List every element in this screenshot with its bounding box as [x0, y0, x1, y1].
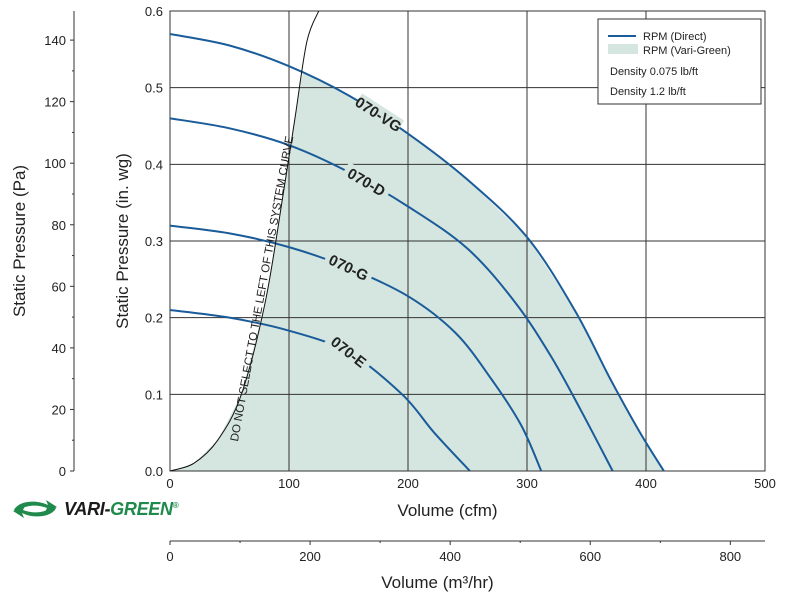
y-tick-label: 0.0 — [145, 464, 163, 479]
secondary-x-axis-title: Volume (m³/hr) — [381, 573, 493, 592]
system-curve — [170, 11, 320, 471]
secondary-y-tick-label: 80 — [52, 218, 66, 233]
legend-label-direct: RPM (Direct) — [643, 31, 707, 43]
registered-mark: ® — [172, 500, 179, 510]
x-tick-label: 400 — [635, 476, 657, 491]
curve-label-knockout — [352, 93, 405, 136]
secondary-y-tick-label: 0 — [59, 464, 66, 479]
legend-note: Density 1.2 lb/ft — [610, 86, 686, 98]
legend-swatch-vari-green — [608, 44, 638, 54]
x-tick-label: 0 — [166, 476, 173, 491]
y-tick-label: 0.6 — [145, 4, 163, 19]
curve-label-knockout — [323, 329, 374, 375]
secondary-x-tick-label: 800 — [719, 549, 741, 564]
curve-label-knockout — [340, 162, 393, 203]
logo-word-green: GREEN — [110, 498, 173, 519]
y-tick-label: 0.5 — [145, 81, 163, 96]
secondary-y-tick-label: 20 — [52, 402, 66, 417]
legend-box — [597, 18, 762, 105]
legend-label-vari-green: RPM (Vari-Green) — [643, 45, 731, 57]
secondary-y-axis-title: Static Pressure (Pa) — [10, 165, 29, 317]
fan-curve-070-d — [170, 117, 614, 471]
legend: RPM (Direct) RPM (Vari-Green) Density 0.07… — [597, 18, 762, 105]
fan-curve-070-g — [170, 224, 543, 471]
y-tick-label: 0.2 — [145, 311, 163, 326]
x-tick-label: 300 — [516, 476, 538, 491]
x-tick-label: 200 — [397, 476, 419, 491]
x-tick-label: 500 — [754, 476, 776, 491]
vari-green-region-layer — [170, 73, 664, 471]
secondary-y-tick-label: 60 — [52, 279, 66, 294]
y-axis-title: Static Pressure (in. wg) — [113, 153, 132, 329]
secondary-x-tick-label: 400 — [439, 549, 461, 564]
vari-green-arrows-icon — [13, 500, 57, 518]
logo-word-vari: VARI- — [64, 498, 111, 519]
secondary-x-tick-label: 0 — [166, 549, 173, 564]
fan-curve-070-vg — [170, 33, 665, 471]
legend-note: Density 0.075 lb/ft — [610, 66, 698, 78]
y-tick-label: 0.3 — [145, 234, 163, 249]
vari-green-logo: VARI-GREEN® — [10, 497, 179, 521]
secondary-y-tick-label: 40 — [52, 341, 66, 356]
curve-layer — [170, 11, 665, 471]
curve-label-knockout — [322, 248, 375, 287]
logo-wordmark: VARI-GREEN® — [64, 498, 179, 520]
plot-frame — [169, 10, 766, 472]
y-tick-label: 0.1 — [145, 387, 163, 402]
secondary-y-tick-label: 140 — [44, 33, 66, 48]
secondary-x-tick-label: 200 — [299, 549, 321, 564]
secondary-x-tick-label: 600 — [579, 549, 601, 564]
secondary-y-tick-label: 120 — [44, 95, 66, 110]
x-axis-title: Volume (cfm) — [397, 501, 497, 520]
secondary-y-tick-label: 100 — [44, 156, 66, 171]
y-tick-label: 0.4 — [145, 157, 163, 172]
vari-green-region — [170, 73, 664, 471]
x-tick-label: 100 — [278, 476, 300, 491]
